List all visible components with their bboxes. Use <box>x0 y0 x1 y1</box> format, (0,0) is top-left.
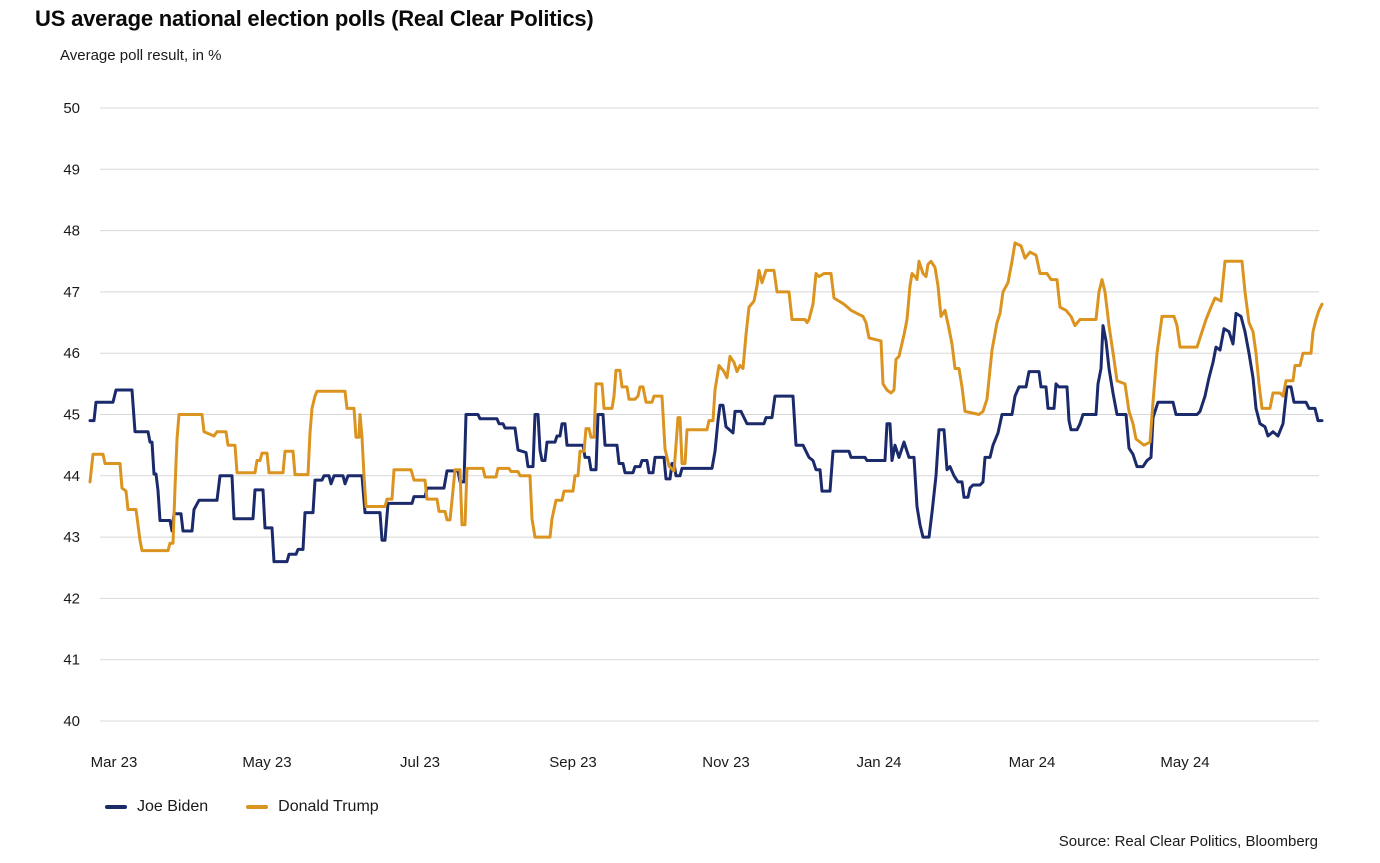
trump-line-swatch <box>246 805 269 809</box>
trump-line <box>88 241 1324 553</box>
line-chart: 40 41 42 43 44 45 46 47 48 49 50 Mar 23 May 23 Jul 23… <box>63 100 1324 771</box>
legend: Joe Biden Donald Trump <box>105 798 379 816</box>
chart-subtitle: Average poll result, in % <box>60 47 222 64</box>
y-axis-label: 46 <box>63 345 80 362</box>
y-axis-label: 41 <box>63 652 80 669</box>
y-axis-label: 47 <box>63 284 80 301</box>
legend-label-trump: Donald Trump <box>278 798 379 815</box>
y-axis-label: 43 <box>63 529 80 546</box>
y-axis-label: 42 <box>63 590 80 607</box>
biden-line <box>88 311 1324 564</box>
y-axis-label: 45 <box>63 407 80 424</box>
x-axis-label: Mar 24 <box>1009 754 1056 771</box>
y-axis-label: 50 <box>63 100 80 117</box>
chart-title: US average national election polls (Real… <box>35 6 594 31</box>
legend-item-trump: Donald Trump <box>246 798 379 816</box>
x-axis-label: May 23 <box>242 754 291 771</box>
y-axis-label: 49 <box>63 161 80 178</box>
x-axis-label: Jan 24 <box>856 754 901 771</box>
legend-item-biden: Joe Biden <box>105 798 208 816</box>
x-axis-label: Jul 23 <box>400 754 440 771</box>
y-axis-label: 44 <box>63 468 80 485</box>
biden-line-swatch <box>105 805 127 809</box>
x-axis-label: May 24 <box>1160 754 1209 771</box>
y-axis-label: 40 <box>63 713 80 730</box>
source-note: Source: Real Clear Politics, Bloomberg <box>1058 833 1318 850</box>
x-axis-label: Sep 23 <box>549 754 597 771</box>
y-axis-label: 48 <box>63 223 80 240</box>
legend-label-biden: Joe Biden <box>137 798 209 815</box>
x-axis-label: Nov 23 <box>702 754 750 771</box>
x-axis-label: Mar 23 <box>91 754 138 771</box>
